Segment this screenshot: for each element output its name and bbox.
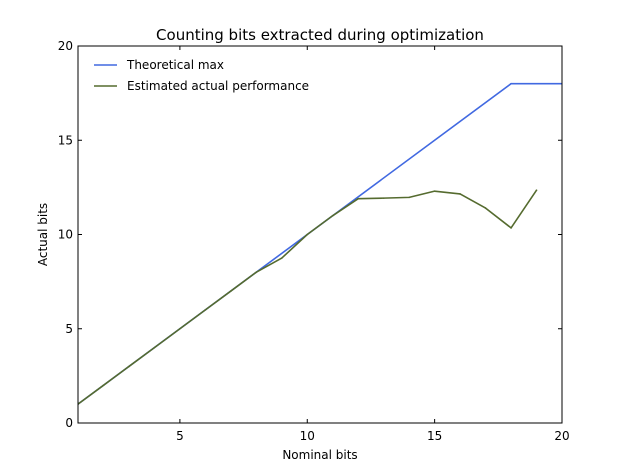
- series-2-point: [306, 233, 309, 236]
- series-2-point: [204, 309, 207, 311]
- legend-label-1: Theoretical max: [126, 58, 224, 72]
- chart-title: Counting bits extracted during optimizat…: [156, 26, 484, 44]
- series-2-point: [153, 346, 156, 349]
- series-2-point: [230, 290, 232, 292]
- series-2-point: [433, 190, 436, 192]
- axes: 5 10 15 20 0 5 10 15 20: [58, 39, 570, 443]
- series-2-point: [357, 197, 360, 200]
- series-2-point: [102, 384, 105, 387]
- series-2-point: [535, 189, 538, 191]
- x-tick-label: 5: [176, 429, 184, 443]
- series-2-point: [331, 214, 334, 217]
- series-2-point: [510, 227, 512, 229]
- x-tick-label: 15: [427, 429, 442, 443]
- y-tick-label: 5: [65, 322, 73, 336]
- y-axis-label: Actual bits: [36, 203, 50, 266]
- series-1-point: [510, 82, 512, 85]
- series-2-point: [179, 327, 181, 330]
- y-tick-label: 0: [65, 416, 73, 430]
- y-tick-label: 10: [58, 228, 73, 242]
- legend-label-2: Estimated actual performance: [127, 79, 309, 93]
- legend: Theoretical max Estimated actual performa…: [94, 58, 309, 93]
- series-2-point: [408, 196, 410, 199]
- series-2-point: [255, 271, 258, 274]
- y-tick-label: 15: [58, 133, 73, 147]
- x-axis-label: Nominal bits: [282, 448, 357, 462]
- series-2-point: [484, 207, 487, 209]
- plot-area: [78, 82, 562, 405]
- y-tick-label: 20: [58, 39, 73, 53]
- series-2-point: [382, 197, 385, 199]
- series-2-point: [128, 365, 130, 368]
- series-2-point: [459, 193, 461, 195]
- x-tick-label: 10: [300, 429, 315, 443]
- series-2-point: [280, 257, 283, 259]
- x-tick-label: 20: [554, 429, 569, 443]
